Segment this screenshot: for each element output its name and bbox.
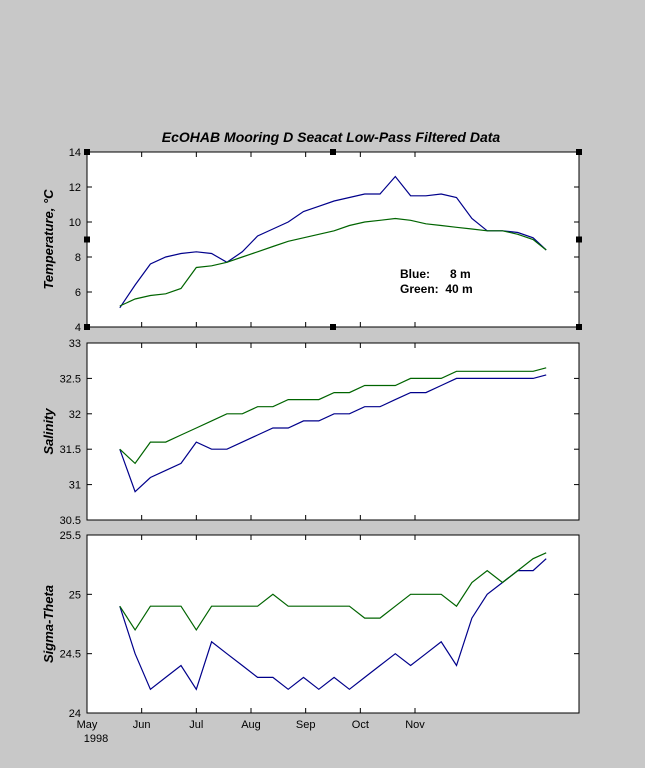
y-tick-label: 25.5 <box>60 530 81 542</box>
selection-handle[interactable] <box>576 324 582 330</box>
y-tick-label: 31.5 <box>60 444 81 456</box>
y-tick-label: 24.5 <box>60 649 81 661</box>
y-axis-label: Temperature, °C <box>41 189 56 290</box>
selection-handle[interactable] <box>576 236 582 243</box>
x-tick-label: Sep <box>296 719 316 731</box>
x-tick-label: Jul <box>189 719 203 731</box>
y-tick-label: 4 <box>75 322 81 334</box>
series-line-blue <box>119 374 547 493</box>
x-tick-label: Jun <box>133 719 151 731</box>
x-tick-label: Nov <box>405 719 425 731</box>
plot-area <box>86 342 580 521</box>
panel-2: 24 24.5 25 25.5 May Jun Jul Aug Sep Oct Nov Sigma-T… <box>41 530 580 731</box>
selection-handle[interactable] <box>84 236 90 243</box>
x-tick-label: May <box>77 719 98 731</box>
plot-area <box>86 534 580 714</box>
y-tick-label: 32 <box>69 409 81 421</box>
series-line-green <box>119 367 547 465</box>
y-tick-label: 10 <box>69 217 81 229</box>
panel-0: 4 6 8 10 12 14 Temperature, °C Blue: 8 mGreen: … <box>41 147 582 334</box>
x-tick-label: Aug <box>241 719 261 731</box>
series-line-blue <box>119 175 547 309</box>
selection-handle[interactable] <box>576 149 582 155</box>
series-line-blue <box>119 558 547 691</box>
y-tick-label: 25 <box>69 589 81 601</box>
panels: 4 6 8 10 12 14 Temperature, °C Blue: 8 mGreen: … <box>41 147 582 745</box>
selection-handle[interactable] <box>330 149 336 155</box>
y-tick-label: 33 <box>69 338 81 350</box>
y-tick-label: 14 <box>69 147 81 159</box>
y-tick-label: 31 <box>69 480 81 492</box>
y-tick-label: 6 <box>75 287 81 299</box>
selection-handle[interactable] <box>330 324 336 330</box>
y-tick-label: 32.5 <box>60 373 81 385</box>
y-axis-label: Salinity <box>41 408 56 455</box>
series-line-green <box>119 217 547 307</box>
x-tick-label: Oct <box>352 719 369 731</box>
x-year-label: 1998 <box>84 733 108 745</box>
selection-handle[interactable] <box>84 324 90 330</box>
selection-handle[interactable] <box>84 149 90 155</box>
y-tick-label: 12 <box>69 182 81 194</box>
plot-area <box>86 151 580 328</box>
series-line-green <box>119 552 547 632</box>
legend-blue: Blue: 8 m <box>400 267 471 281</box>
panel-1: 30.5 31 31.5 32 32.5 33 Salinity <box>41 338 580 527</box>
y-axis-label: Sigma-Theta <box>41 585 56 663</box>
y-tick-label: 24 <box>69 708 81 720</box>
figure-title: EcOHAB Mooring D Seacat Low-Pass Filtere… <box>162 129 501 145</box>
y-tick-label: 30.5 <box>60 515 81 527</box>
legend-green: Green: 40 m <box>400 282 473 296</box>
y-tick-label: 8 <box>75 252 81 264</box>
